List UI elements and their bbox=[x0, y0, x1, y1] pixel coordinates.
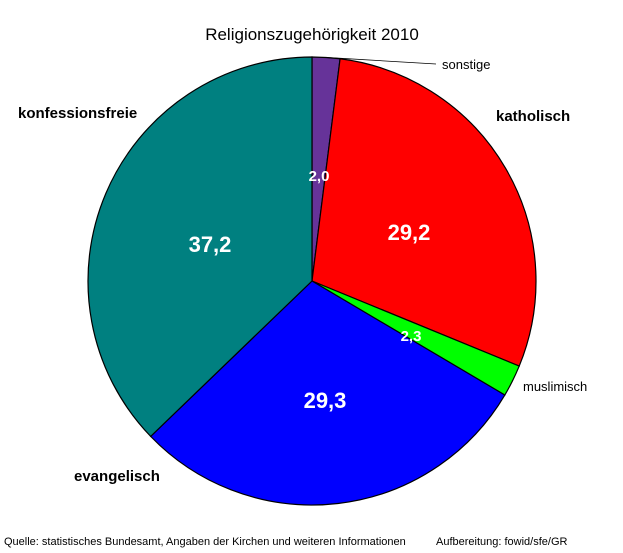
pie-slice-evangelisch bbox=[149, 280, 506, 506]
slice-value-evangelisch: 29,3 bbox=[304, 388, 347, 413]
leader-line-sonstige bbox=[326, 57, 437, 65]
slice-value-katholisch: 29,2 bbox=[388, 220, 431, 245]
slice-label-muslimisch: muslimisch bbox=[523, 379, 587, 394]
pie-slices bbox=[87, 56, 537, 506]
slice-value-konfessionsfreie: 37,2 bbox=[189, 232, 232, 257]
slice-labels: 2,0 sonstige 29,2 katholisch 2,3 muslimisch 29… bbox=[18, 57, 587, 485]
leader-lines bbox=[326, 57, 437, 65]
slice-value-muslimisch: 2,3 bbox=[401, 328, 422, 345]
chart-title: Religionszugehörigkeit 2010 bbox=[205, 25, 419, 44]
pie-slice-katholisch bbox=[311, 58, 537, 367]
credit-note: Aufbereitung: fowid/sfe/GR bbox=[436, 536, 568, 548]
slice-value-sonstige: 2,0 bbox=[309, 168, 330, 185]
pie-slice-konfessionsfreie bbox=[87, 56, 313, 438]
slice-label-konfessionsfreie: konfessionsfreie bbox=[18, 105, 137, 122]
slice-label-sonstige: sonstige bbox=[442, 57, 490, 72]
slice-label-evangelisch: evangelisch bbox=[74, 468, 160, 485]
source-note: Quelle: statistisches Bundesamt, Angaben… bbox=[4, 536, 406, 548]
slice-label-katholisch: katholisch bbox=[496, 108, 570, 125]
